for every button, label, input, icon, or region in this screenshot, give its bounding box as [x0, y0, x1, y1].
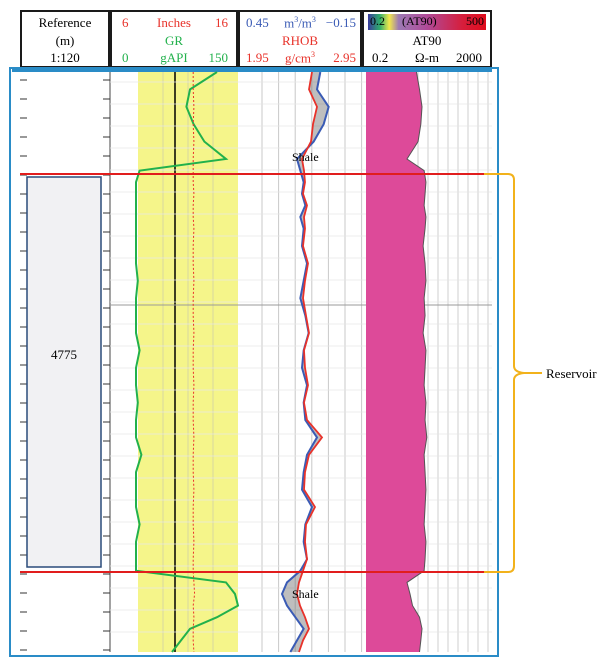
resistivity-max: 2000 — [456, 50, 482, 65]
at90-fill — [366, 72, 427, 652]
resistivity-scale-min: 0.2 — [370, 14, 385, 28]
rhob-min: 1.95 — [246, 50, 269, 65]
reservoir-interval-box — [26, 176, 102, 568]
nphi-unit: m3/m3 — [284, 15, 316, 31]
resistivity-scale-mid: (AT90) — [402, 14, 437, 28]
depth-label: 4775 — [51, 347, 77, 362]
resistivity-name: AT90 — [412, 33, 442, 48]
resistivity-unit: Ω-m — [414, 50, 440, 65]
resistivity-header: 0.2 (AT90) 500 AT90 0.2 Ω-m 2000 — [362, 10, 492, 68]
resistivity-min: 0.2 — [372, 50, 389, 65]
gr-min: 0 — [122, 50, 129, 65]
gr-caliper-header: 6 Inches 16 GR 0 gAPI 150 — [110, 10, 238, 68]
rhob-max: 2.95 — [333, 50, 356, 65]
resistivity-color-scale: 0.2 (AT90) 500 — [368, 14, 486, 30]
caliper-max: 16 — [215, 15, 228, 30]
nphi-min: 0.45 — [246, 15, 269, 30]
nphi-max: −0.15 — [325, 15, 356, 30]
gr-name: GR — [164, 33, 184, 48]
reference-header: Reference (m) 1:120 — [20, 10, 110, 68]
resistivity-scale-max: 500 — [466, 14, 484, 28]
reference-unit: (m) — [55, 33, 75, 48]
gr-unit: gAPI — [160, 50, 188, 65]
rhob-name: RHOB — [281, 33, 319, 48]
overlays — [20, 173, 542, 573]
shale-label-top: Shale — [292, 150, 319, 164]
tracks — [20, 72, 492, 652]
rhob-unit: g/cm3 — [285, 50, 315, 66]
caliper-name: Inches — [157, 15, 191, 30]
caliper-min: 6 — [122, 15, 129, 30]
reference-title: Reference — [38, 15, 92, 30]
shale-label-bottom: Shale — [292, 587, 319, 601]
reservoir-bracket — [484, 173, 542, 573]
porosity-header: 0.45 m3/m3 −0.15 RHOB 1.95 g/cm3 2.95 — [238, 10, 362, 68]
gr-max: 150 — [208, 50, 229, 65]
header-frame-top — [12, 68, 492, 72]
reservoir-label: Reservoir — [546, 366, 597, 381]
reference-scale: 1:120 — [50, 50, 80, 65]
